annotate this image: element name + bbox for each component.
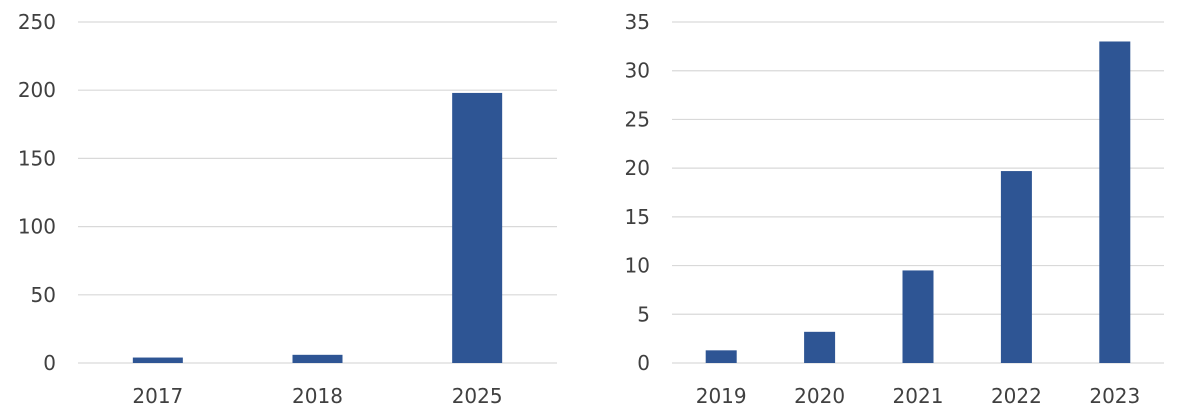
y-tick-label: 0	[637, 351, 650, 375]
bar-2021	[902, 270, 934, 363]
bar-2023	[1099, 41, 1131, 363]
x-tick-label: 2023	[1089, 384, 1140, 408]
bar-2022	[1000, 171, 1032, 363]
x-tick-label: 2019	[696, 384, 747, 408]
y-tick-label: 200	[18, 78, 56, 102]
y-tick-label: 25	[625, 107, 650, 131]
x-tick-label: 2020	[794, 384, 845, 408]
y-tick-label: 10	[625, 254, 650, 278]
left-bar-chart: 0 50 100 150 200 250 2017 2018 2025	[18, 10, 557, 408]
y-tick-label: 50	[31, 283, 56, 307]
y-tick-label: 30	[625, 59, 650, 83]
x-tick-label: 2018	[292, 384, 343, 408]
x-tick-label: 2022	[991, 384, 1042, 408]
y-tick-label: 20	[625, 156, 650, 180]
y-tick-label: 15	[625, 205, 650, 229]
bar-2020	[804, 331, 836, 363]
y-tick-label: 150	[18, 146, 56, 170]
y-tick-label: 0	[43, 351, 56, 375]
y-tick-label: 250	[18, 10, 56, 34]
y-tick-label: 35	[625, 10, 650, 34]
bar-2025	[452, 92, 503, 363]
x-tick-label: 2021	[893, 384, 944, 408]
right-bar-chart: 0 5 10 15 20 25 30 35 2019 2020 2021 2022 2023	[625, 10, 1164, 408]
bar-2019	[705, 350, 737, 363]
x-tick-label: 2025	[452, 384, 503, 408]
x-tick-label: 2017	[132, 384, 183, 408]
y-tick-label: 100	[18, 215, 56, 239]
bar-2017	[132, 357, 183, 363]
y-tick-label: 5	[637, 302, 650, 326]
bar-2018	[292, 354, 343, 363]
